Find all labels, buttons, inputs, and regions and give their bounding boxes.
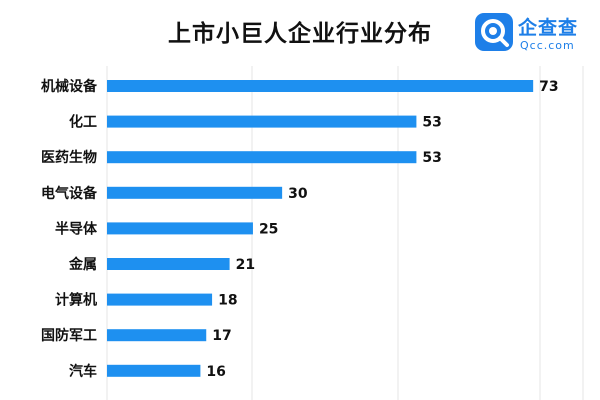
chart-title: 上市小巨人企业行业分布	[168, 21, 432, 47]
qcc-logo: 企查查 Qcc.com	[474, 12, 592, 56]
value-label: 30	[288, 186, 308, 202]
bar	[107, 258, 230, 270]
category-label: 化工	[69, 114, 97, 131]
category-label: 电气设备	[41, 185, 98, 202]
value-label: 53	[422, 115, 441, 131]
category-label: 国防军工	[41, 327, 97, 344]
value-label: 25	[259, 221, 278, 237]
bar	[107, 293, 213, 306]
category-label: 机械设备	[41, 78, 98, 95]
value-label: 16	[206, 364, 225, 380]
bar	[107, 364, 201, 377]
bar	[107, 222, 253, 235]
bar	[107, 186, 283, 199]
logo-name-en: Qcc.com	[520, 39, 575, 52]
value-label: 17	[212, 328, 231, 344]
logo-name-cn: 企查查	[518, 17, 579, 39]
bar	[107, 80, 534, 92]
value-label: 18	[218, 293, 237, 309]
category-label: 半导体	[55, 220, 98, 237]
bar	[107, 115, 417, 128]
category-label: 计算机	[55, 292, 97, 309]
value-label: 73	[539, 79, 558, 95]
value-label: 21	[236, 257, 255, 273]
bar	[107, 329, 207, 342]
category-label: 汽车	[69, 363, 97, 380]
category-label: 金属	[68, 256, 97, 273]
bar	[107, 151, 417, 164]
value-label: 53	[422, 150, 441, 166]
category-label: 医药生物	[41, 149, 97, 166]
qcc-logo-icon	[475, 13, 513, 51]
